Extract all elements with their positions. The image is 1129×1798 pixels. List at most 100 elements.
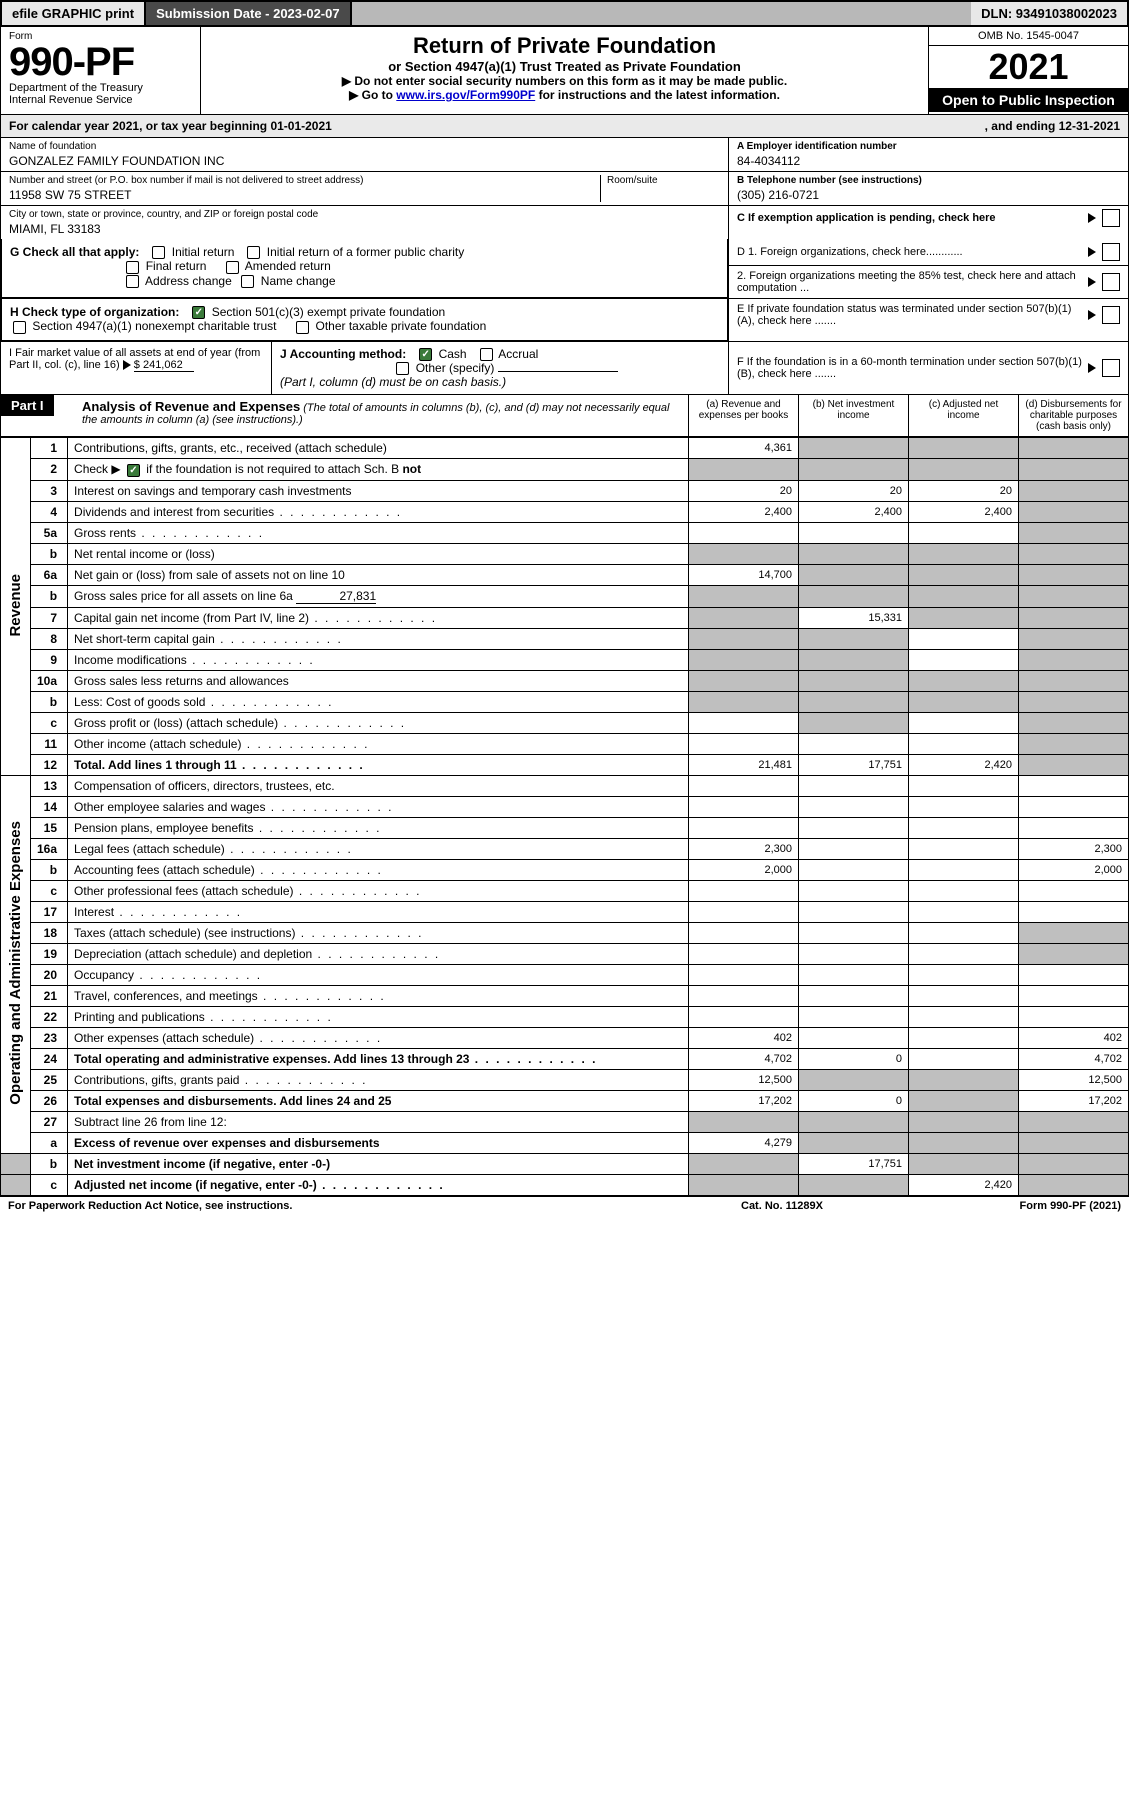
- ein-label: A Employer identification number: [737, 141, 1120, 152]
- revenue-label: Revenue: [7, 574, 24, 637]
- arrow-icon: [123, 360, 131, 370]
- table-row: bNet rental income or (loss): [1, 543, 1129, 564]
- table-row: 2 Check ▶ ✓ if the foundation is not req…: [1, 459, 1129, 480]
- table-row: 7Capital gain net income (from Part IV, …: [1, 607, 1129, 628]
- d2-label: 2. Foreign organizations meeting the 85%…: [737, 270, 1088, 294]
- e-checkbox[interactable]: [1102, 306, 1120, 324]
- city-state-zip: MIAMI, FL 33183: [9, 220, 720, 236]
- form-header: Form 990-PF Department of the Treasury I…: [0, 27, 1129, 115]
- col-b-header: (b) Net investment income: [798, 395, 908, 436]
- i-j-f-row: I Fair market value of all assets at end…: [0, 342, 1129, 396]
- phone-label: B Telephone number (see instructions): [737, 175, 1120, 186]
- room-label: Room/suite: [607, 175, 720, 186]
- pending-label: C If exemption application is pending, c…: [737, 212, 1088, 224]
- f-checkbox[interactable]: [1102, 359, 1120, 377]
- table-row: 18Taxes (attach schedule) (see instructi…: [1, 922, 1129, 943]
- irs: Internal Revenue Service: [9, 94, 192, 106]
- accrual-checkbox[interactable]: [480, 348, 493, 361]
- fmv-value: $ 241,062: [134, 359, 194, 372]
- d1-label: D 1. Foreign organizations, check here..…: [737, 246, 1088, 258]
- j-label: J Accounting method:: [280, 347, 406, 361]
- table-row: 25Contributions, gifts, grants paid12,50…: [1, 1069, 1129, 1090]
- table-row: aExcess of revenue over expenses and dis…: [1, 1132, 1129, 1153]
- name-change-checkbox[interactable]: [241, 275, 254, 288]
- ein: 84-4034112: [737, 152, 1120, 168]
- paperwork-notice: For Paperwork Reduction Act Notice, see …: [8, 1200, 741, 1212]
- 501c3-checkbox[interactable]: ✓: [192, 306, 205, 319]
- omb-number: OMB No. 1545-0047: [929, 27, 1128, 46]
- city-label: City or town, state or province, country…: [9, 209, 720, 220]
- dept: Department of the Treasury: [9, 82, 192, 94]
- addr-label: Number and street (or P.O. box number if…: [9, 175, 600, 186]
- dln: DLN: 93491038002023: [971, 2, 1127, 25]
- initial-return-checkbox[interactable]: [152, 246, 165, 259]
- table-row: 9Income modifications: [1, 649, 1129, 670]
- table-row: 12Total. Add lines 1 through 1121,48117,…: [1, 754, 1129, 775]
- name-label: Name of foundation: [9, 141, 720, 152]
- table-row: cOther professional fees (attach schedul…: [1, 880, 1129, 901]
- table-row: 5aGross rents: [1, 522, 1129, 543]
- table-row: 3Interest on savings and temporary cash …: [1, 480, 1129, 501]
- table-row: 27Subtract line 26 from line 12:: [1, 1111, 1129, 1132]
- arrow-icon: [1088, 363, 1096, 373]
- submission-date: Submission Date - 2023-02-07: [146, 2, 352, 25]
- phone: (305) 216-0721: [737, 186, 1120, 202]
- g-d-row: G Check all that apply: Initial return I…: [0, 239, 1129, 299]
- address-change-checkbox[interactable]: [126, 275, 139, 288]
- table-row: 10aGross sales less returns and allowanc…: [1, 670, 1129, 691]
- col-d-header: (d) Disbursements for charitable purpose…: [1018, 395, 1128, 436]
- table-row: bNet investment income (if negative, ent…: [1, 1153, 1129, 1174]
- foundation-name: GONZALEZ FAMILY FOUNDATION INC: [9, 152, 720, 168]
- d1-checkbox[interactable]: [1102, 243, 1120, 261]
- identity-block: Name of foundation GONZALEZ FAMILY FOUND…: [0, 138, 1129, 239]
- f-label: F If the foundation is in a 60-month ter…: [737, 356, 1088, 380]
- arrow-icon: [1088, 277, 1096, 287]
- pending-checkbox[interactable]: [1102, 209, 1120, 227]
- form-title: Return of Private Foundation: [221, 33, 908, 59]
- h-e-row: H Check type of organization: ✓ Section …: [0, 299, 1129, 342]
- form-link[interactable]: www.irs.gov/Form990PF: [396, 88, 535, 102]
- g-label: G Check all that apply:: [10, 245, 139, 259]
- arrow-icon: [1088, 213, 1096, 223]
- calendar-year-row: For calendar year 2021, or tax year begi…: [0, 115, 1129, 138]
- top-bar: efile GRAPHIC print Submission Date - 20…: [0, 0, 1129, 27]
- form-subtitle: or Section 4947(a)(1) Trust Treated as P…: [221, 59, 908, 74]
- amended-return-checkbox[interactable]: [226, 261, 239, 274]
- table-row: bGross sales price for all assets on lin…: [1, 585, 1129, 607]
- cash-checkbox[interactable]: ✓: [419, 348, 432, 361]
- expenses-label: Operating and Administrative Expenses: [7, 821, 24, 1105]
- form-ref: Form 990-PF (2021): [941, 1200, 1121, 1212]
- table-row: cAdjusted net income (if negative, enter…: [1, 1174, 1129, 1195]
- part1-tag: Part I: [1, 395, 54, 416]
- instr-1: ▶ Do not enter social security numbers o…: [221, 74, 908, 88]
- part1-header: Part I Analysis of Revenue and Expenses …: [0, 395, 1129, 437]
- 4947a1-checkbox[interactable]: [13, 321, 26, 334]
- other-taxable-checkbox[interactable]: [296, 321, 309, 334]
- table-row: Revenue 1 Contributions, gifts, grants, …: [1, 438, 1129, 459]
- table-row: Operating and Administrative Expenses 13…: [1, 775, 1129, 796]
- tax-year: 2021: [929, 46, 1128, 88]
- instr-2: ▶ Go to www.irs.gov/Form990PF for instru…: [221, 88, 908, 102]
- table-row: 4Dividends and interest from securities2…: [1, 501, 1129, 522]
- table-row: 17Interest: [1, 901, 1129, 922]
- schb-checkbox[interactable]: ✓: [127, 464, 140, 477]
- table-row: 6aNet gain or (loss) from sale of assets…: [1, 564, 1129, 585]
- col-a-header: (a) Revenue and expenses per books: [688, 395, 798, 436]
- table-row: 14Other employee salaries and wages: [1, 796, 1129, 817]
- table-row: cGross profit or (loss) (attach schedule…: [1, 712, 1129, 733]
- final-return-checkbox[interactable]: [126, 261, 139, 274]
- table-row: bLess: Cost of goods sold: [1, 691, 1129, 712]
- initial-former-checkbox[interactable]: [247, 246, 260, 259]
- table-row: 16aLegal fees (attach schedule)2,3002,30…: [1, 838, 1129, 859]
- table-row: 21Travel, conferences, and meetings: [1, 985, 1129, 1006]
- table-row: 22Printing and publications: [1, 1006, 1129, 1027]
- efile-label[interactable]: efile GRAPHIC print: [2, 2, 146, 25]
- table-row: 19Depreciation (attach schedule) and dep…: [1, 943, 1129, 964]
- col-c-header: (c) Adjusted net income: [908, 395, 1018, 436]
- table-row: 11Other income (attach schedule): [1, 733, 1129, 754]
- h-label: H Check type of organization:: [10, 305, 179, 319]
- d2-checkbox[interactable]: [1102, 273, 1120, 291]
- page-footer: For Paperwork Reduction Act Notice, see …: [0, 1196, 1129, 1215]
- street-address: 11958 SW 75 STREET: [9, 186, 600, 202]
- other-method-checkbox[interactable]: [396, 362, 409, 375]
